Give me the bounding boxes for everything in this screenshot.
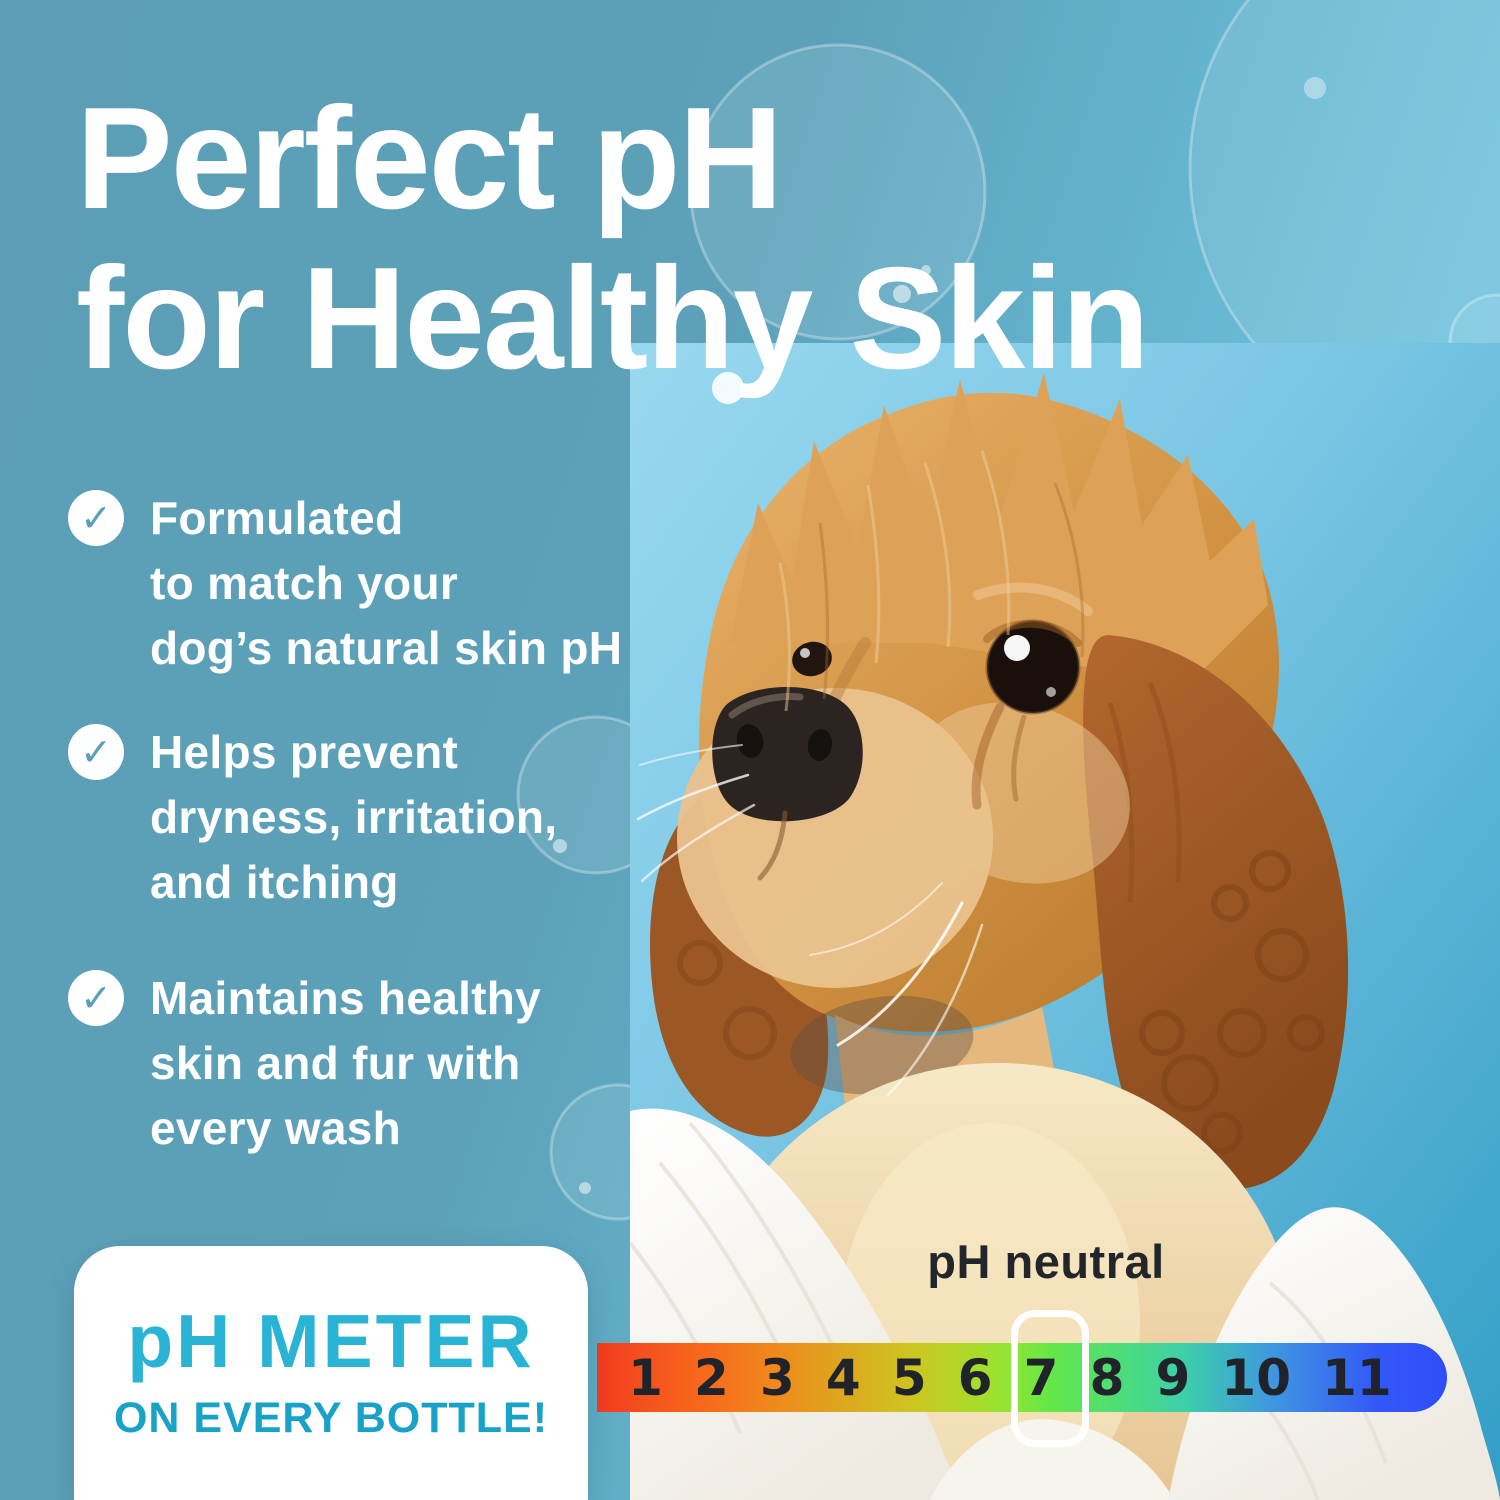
puppy-nose	[712, 687, 863, 822]
ph-value-5: 5	[891, 1348, 927, 1407]
ph-value-3: 3	[759, 1348, 795, 1407]
eyelid-shadow	[983, 619, 1082, 647]
nostril	[807, 729, 833, 761]
ph-value-4: 4	[825, 1348, 861, 1407]
ph-meter-card: pH METER ON EVERY BOTTLE!	[74, 1246, 588, 1500]
bullet-maintains: ✓ Maintains healthy skin and fur with ev…	[68, 966, 541, 1161]
ph-neutral-highlight	[1011, 1310, 1089, 1447]
check-circle-icon: ✓	[68, 970, 124, 1026]
brow-highlight	[973, 582, 1093, 616]
ph-neutral-label: pH neutral	[927, 1235, 1165, 1288]
whiskers	[636, 744, 984, 1097]
ph-value-9: 9	[1155, 1348, 1191, 1407]
headline-line1: Perfect pH	[76, 77, 783, 239]
nose-shine	[728, 693, 804, 719]
bullet-text: Maintains healthy skin and fur with ever…	[150, 972, 542, 1154]
check-circle-icon: ✓	[68, 490, 124, 546]
chin-shadow	[790, 995, 974, 1095]
towel-bottom	[930, 1419, 1174, 1500]
ph-meter-title: pH METER	[127, 1299, 535, 1383]
ph-meter-subtitle: ON EVERY BOTTLE!	[113, 1394, 549, 1442]
small-bubble-icon	[712, 372, 744, 404]
tear-stain	[971, 702, 1005, 810]
bullet-formulated: ✓ Formulated to match your dog’s natural…	[68, 486, 622, 681]
check-circle-icon: ✓	[68, 724, 124, 780]
ph-value-10: 10	[1221, 1348, 1292, 1407]
bullet-text: Helps prevent dryness, irritation, and i…	[150, 726, 558, 908]
nostril	[736, 724, 764, 758]
puppy-right-ear	[1083, 635, 1349, 1190]
ph-value-11: 11	[1322, 1348, 1392, 1407]
ph-value-2: 2	[694, 1348, 729, 1407]
ph-value-6: 6	[957, 1348, 993, 1407]
ph-value-8: 8	[1089, 1348, 1125, 1407]
bullet-prevent: ✓ Helps prevent dryness, irritation, and…	[68, 720, 557, 915]
eye-catchlight	[1004, 635, 1030, 661]
headline-line2: for Healthy Skin	[76, 237, 1150, 399]
puppy-head-fur-spikes	[730, 373, 1268, 683]
ph-value-1: 1	[628, 1348, 663, 1407]
ph-value-7: 7	[1023, 1348, 1059, 1407]
mouth-line	[757, 810, 788, 881]
bubble-icon	[689, 43, 987, 341]
ph-scale-bar: 1 2 3 4 5 6 7 8 9 10 11	[597, 1343, 1447, 1412]
headline: Perfect pH for Healthy Skin	[76, 77, 1150, 399]
bullet-text: Formulated to match your dog’s natural s…	[150, 492, 623, 674]
